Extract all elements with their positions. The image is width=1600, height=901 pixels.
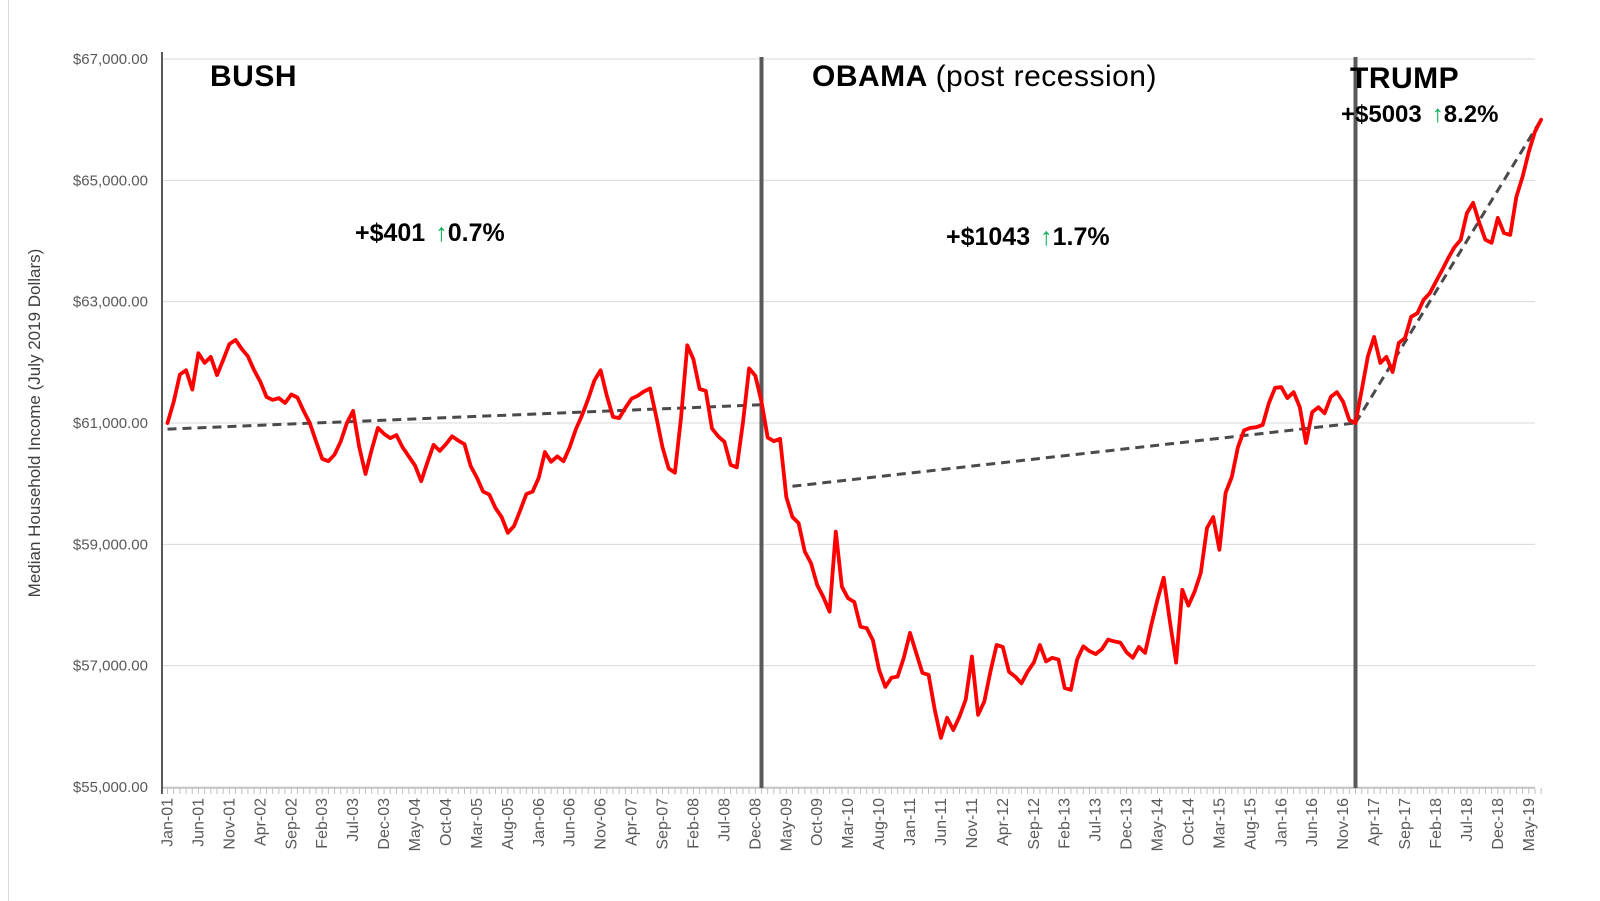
x-axis-tick-label: Oct-09 bbox=[809, 798, 826, 846]
x-axis-tick-label: Sep-07 bbox=[655, 798, 672, 850]
x-axis-tick-label: Jan-11 bbox=[902, 798, 919, 846]
era-heading-bush: BUSH bbox=[210, 60, 297, 94]
x-axis-tick-label: Nov-01 bbox=[221, 798, 238, 850]
trendline-trump bbox=[1354, 118, 1543, 424]
obama-delta: +$1043 bbox=[946, 223, 1031, 251]
x-axis-tick-label: May-09 bbox=[778, 798, 795, 851]
window-edge-line bbox=[8, 0, 9, 901]
x-axis-tick-label: Dec-03 bbox=[376, 798, 393, 850]
x-axis-tick-label: Jan-06 bbox=[531, 798, 548, 847]
x-axis-tick-label: May-04 bbox=[407, 798, 424, 851]
era-obama-subtitle: (post recession) bbox=[935, 60, 1157, 93]
x-axis-tick-label: Jun-01 bbox=[190, 798, 207, 847]
x-axis-tick-label: Sep-12 bbox=[1026, 798, 1043, 850]
y-axis-tick-label: $61,000.00 bbox=[73, 415, 148, 432]
x-axis-tick-label: Aug-15 bbox=[1242, 798, 1259, 850]
trendline-bush bbox=[167, 403, 762, 431]
up-arrow-icon: ↑ bbox=[1040, 223, 1053, 251]
y-axis-tick-label: $57,000.00 bbox=[73, 658, 148, 675]
up-arrow-icon: ↑ bbox=[435, 219, 448, 247]
x-axis-tick-label: Apr-17 bbox=[1366, 798, 1383, 846]
x-axis-tick-label: Jul-08 bbox=[716, 798, 733, 842]
x-axis-tick-label: Feb-03 bbox=[314, 798, 331, 849]
x-axis-tick-label: Dec-18 bbox=[1490, 798, 1507, 850]
trendline-obama bbox=[792, 421, 1356, 488]
bush-delta: +$401 bbox=[355, 219, 426, 247]
x-axis-tick-label: Oct-14 bbox=[1180, 798, 1197, 846]
x-axis-tick-label: Aug-10 bbox=[871, 798, 888, 850]
era-heading-obama: OBAMA (post recession) bbox=[812, 60, 1157, 94]
x-axis-tick-label: Feb-08 bbox=[685, 798, 702, 849]
y-axis-title: Median Household Income (July 2019 Dolla… bbox=[25, 248, 44, 598]
x-axis-tick-label: Apr-12 bbox=[995, 798, 1012, 846]
x-axis-tick-label: Dec-08 bbox=[747, 798, 764, 850]
obama-pct: 1.7% bbox=[1052, 223, 1110, 251]
annotation-trump-gain: +$5003 ↑8.2% bbox=[1341, 101, 1498, 129]
annotation-obama-gain: +$1043 ↑1.7% bbox=[946, 223, 1110, 252]
x-axis-tick-label: Nov-16 bbox=[1335, 798, 1352, 850]
y-axis-tick-label: $67,000.00 bbox=[73, 51, 148, 68]
era-heading-trump: TRUMP bbox=[1350, 62, 1459, 96]
annotation-bush-gain: +$401 ↑0.7% bbox=[355, 219, 505, 248]
x-axis-tick-label: Dec-13 bbox=[1119, 798, 1136, 850]
x-axis-tick-label: May-19 bbox=[1521, 798, 1538, 851]
x-axis-tick-label: Jan-01 bbox=[160, 798, 177, 847]
x-axis-tick-label: Mar-10 bbox=[840, 798, 857, 849]
y-axis-tick-label: $63,000.00 bbox=[73, 294, 148, 311]
y-axis-tick-label: $59,000.00 bbox=[73, 536, 148, 553]
x-axis-tick-label: Jul-03 bbox=[345, 798, 362, 842]
x-axis-tick-label: Oct-04 bbox=[438, 798, 455, 846]
trump-pct: 8.2% bbox=[1443, 101, 1499, 128]
income-line-series bbox=[165, 117, 1543, 740]
x-axis-tick-label: Aug-05 bbox=[500, 798, 517, 850]
up-arrow-icon: ↑ bbox=[1431, 101, 1444, 128]
x-axis-tick-label: Jun-06 bbox=[562, 798, 579, 847]
x-axis-tick-label: Jan-16 bbox=[1273, 798, 1290, 847]
y-axis-tick-label: $55,000.00 bbox=[73, 779, 148, 796]
x-axis-tick-label: Nov-06 bbox=[593, 798, 610, 850]
x-axis-tick-label: Mar-15 bbox=[1211, 798, 1228, 849]
x-axis-tick-label: May-14 bbox=[1150, 798, 1167, 851]
y-axis-tick-label: $65,000.00 bbox=[73, 172, 148, 189]
x-axis-tick-label: Jul-18 bbox=[1459, 798, 1476, 842]
era-obama-name: OBAMA bbox=[812, 60, 927, 93]
x-axis-tick-label: Jun-11 bbox=[933, 798, 950, 846]
x-axis-tick-label: Sep-17 bbox=[1397, 798, 1414, 850]
x-axis-tick-label: Feb-18 bbox=[1428, 798, 1445, 849]
trump-delta: +$5003 bbox=[1341, 101, 1422, 128]
bush-pct: 0.7% bbox=[447, 219, 505, 247]
x-axis-tick-label: Jul-13 bbox=[1088, 798, 1105, 842]
x-axis-tick-label: Apr-07 bbox=[624, 798, 641, 846]
era-bush-name: BUSH bbox=[210, 60, 298, 93]
x-axis-tick-label: Feb-13 bbox=[1057, 798, 1074, 849]
era-trump-name: TRUMP bbox=[1350, 62, 1460, 95]
x-axis-tick-label: Sep-02 bbox=[283, 798, 300, 850]
x-axis-tick-label: Apr-02 bbox=[252, 798, 269, 846]
x-axis-tick-label: Jun-16 bbox=[1304, 798, 1321, 847]
x-axis-tick-label: Mar-05 bbox=[469, 798, 486, 849]
x-axis-tick-label: Nov-11 bbox=[964, 798, 981, 848]
